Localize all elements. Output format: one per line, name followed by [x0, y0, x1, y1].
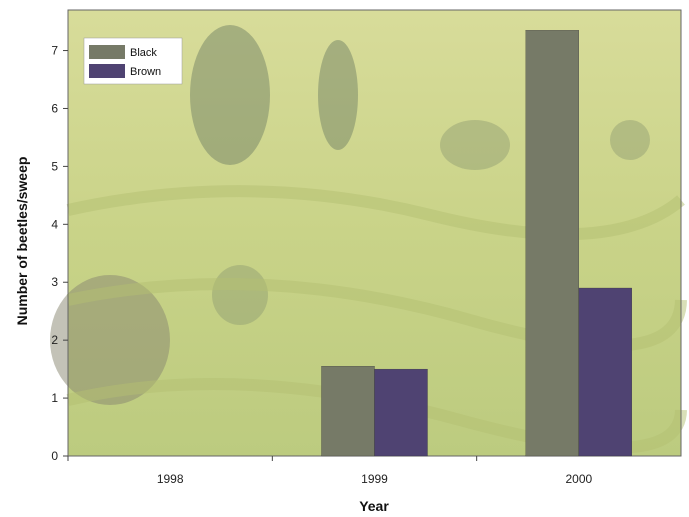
y-tick-label: 3: [51, 275, 58, 289]
y-tick-label: 2: [51, 333, 58, 347]
bar-black-1999: [321, 366, 375, 457]
legend-label-brown: Brown: [130, 66, 161, 78]
legend: Black Brown: [83, 37, 183, 85]
axes: 0 1 2 3 4 5 6 7 1998 1999 2000: [51, 9, 682, 486]
x-axis-title: Year: [359, 498, 389, 514]
y-tick-label: 7: [51, 44, 58, 58]
bar-black-2000: [525, 30, 579, 457]
y-tick-label: 1: [51, 391, 58, 405]
x-tick-label: 2000: [565, 472, 592, 486]
y-axis-title: Number of beetles/sweep: [14, 157, 30, 326]
legend-swatch-black: [89, 45, 125, 59]
y-tick-label: 6: [51, 101, 58, 115]
legend-swatch-brown: [89, 64, 125, 78]
y-tick-label: 4: [51, 217, 58, 231]
bar-brown-1999: [374, 368, 428, 457]
y-tick-label: 0: [51, 449, 58, 463]
x-tick-label: 1998: [157, 472, 184, 486]
x-tick-label: 1999: [361, 472, 388, 486]
legend-label-black: Black: [130, 47, 157, 59]
bar-brown-2000: [578, 287, 632, 457]
y-tick-label: 5: [51, 159, 58, 173]
bars: [321, 30, 632, 457]
